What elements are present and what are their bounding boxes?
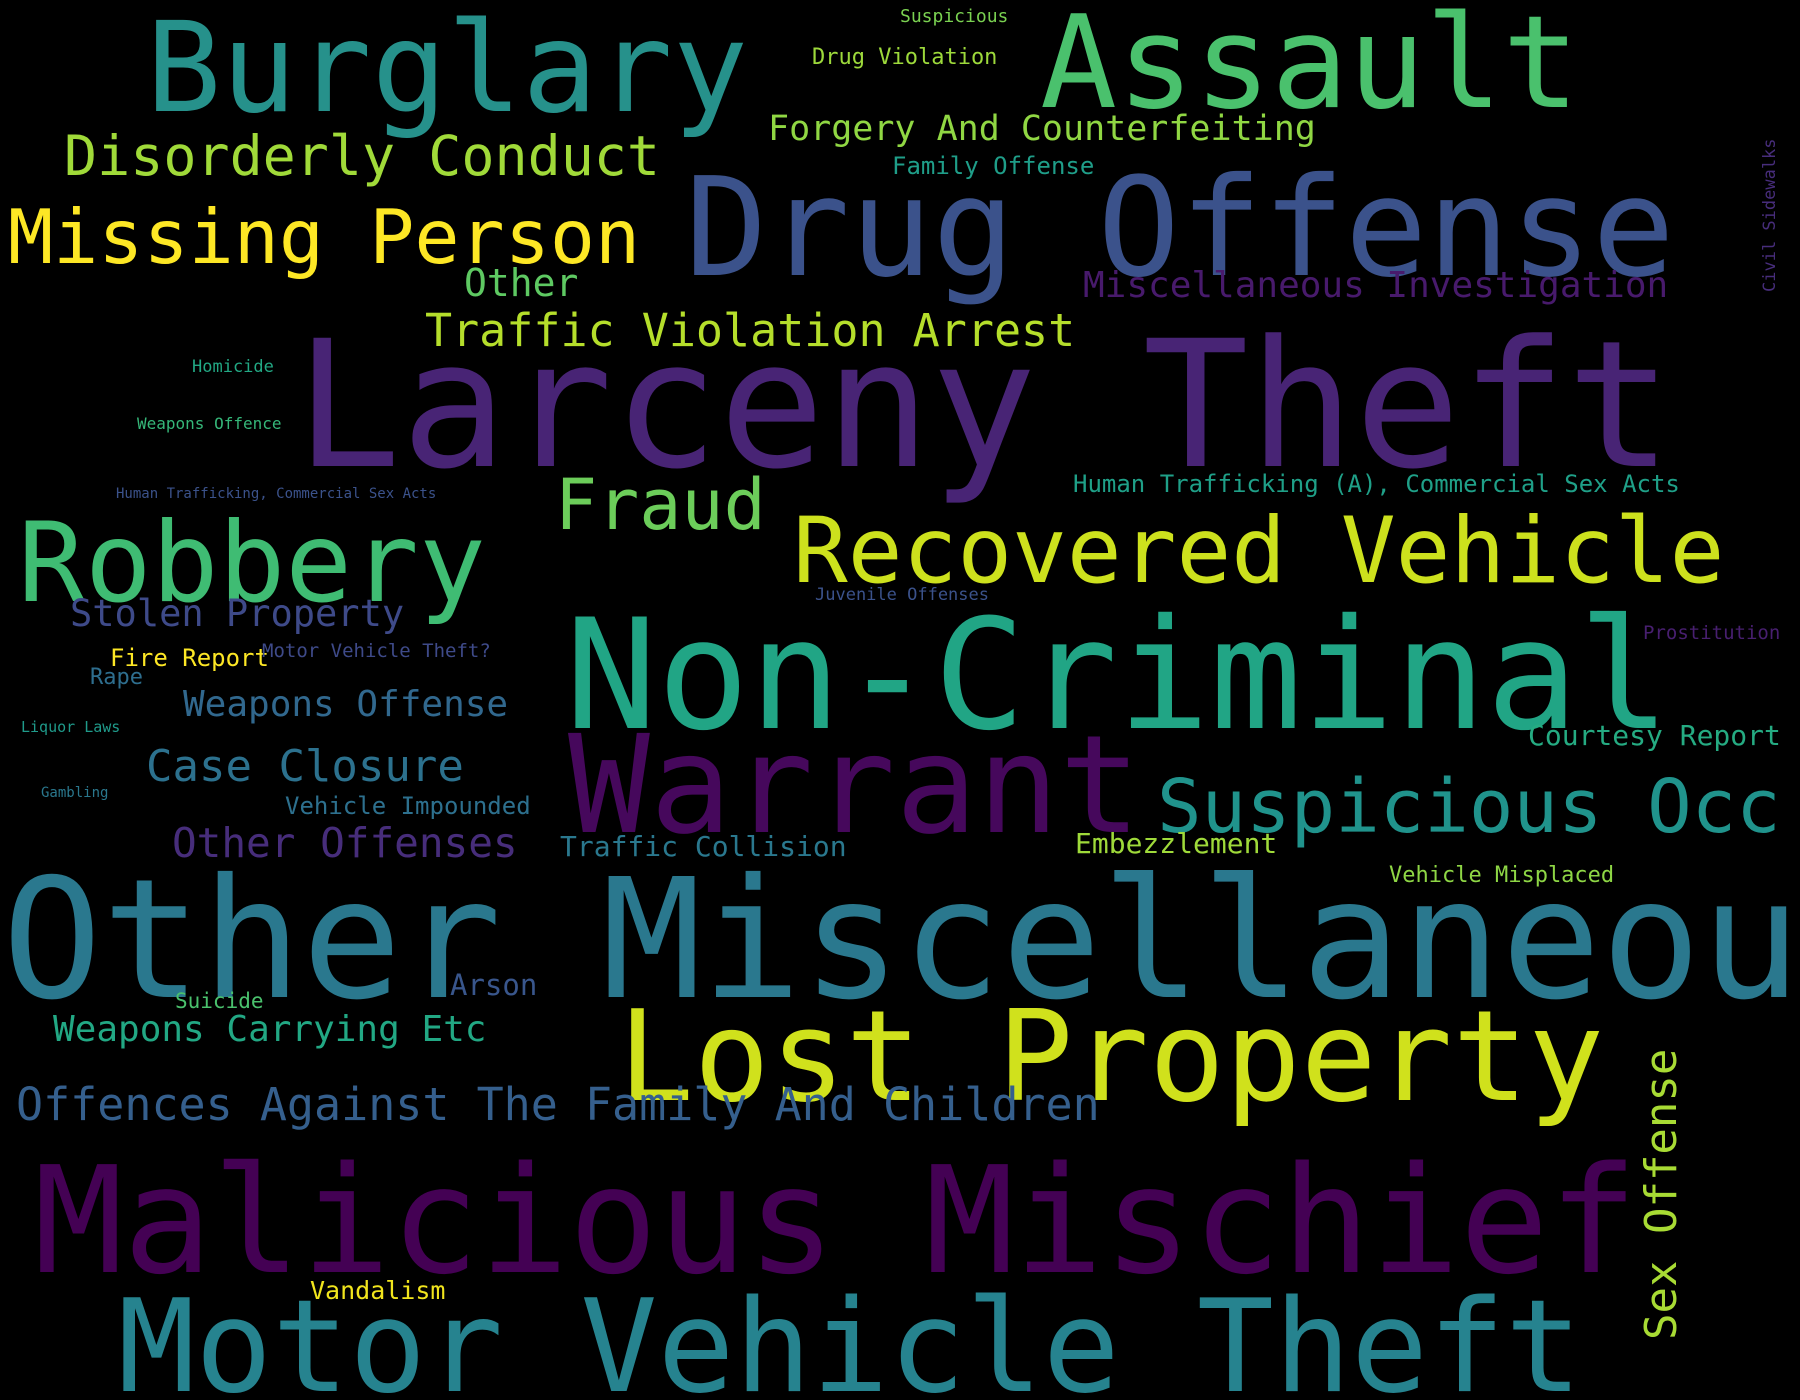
word-arson: Arson	[450, 968, 538, 1002]
word-burglary: Burglary	[146, 0, 749, 141]
word-fire-report: Fire Report	[110, 644, 269, 672]
word-miscellaneous-investigation: Miscellaneous Investigation	[1083, 265, 1669, 306]
word-rape: Rape	[90, 665, 143, 690]
word-liquor-laws: Liquor Laws	[21, 718, 121, 736]
word-courtesy-report: Courtesy Report	[1528, 719, 1781, 752]
word-sex-offense: Sex Offense	[1636, 1048, 1687, 1340]
word-malicious-mischief: Malicious Mischief	[34, 1135, 1638, 1307]
word-offences-against-family: Offences Against The Family And Children	[16, 1078, 1100, 1131]
word-drug-offense: Drug Offense	[685, 149, 1675, 308]
word-human-trafficking-a: Human Trafficking (A), Commercial Sex Ac…	[1073, 470, 1680, 498]
word-case-closure: Case Closure	[146, 741, 464, 792]
word-other: Other	[464, 261, 579, 305]
word-vehicle-impounded: Vehicle Impounded	[285, 792, 531, 820]
word-traffic-collision: Traffic Collision	[560, 830, 847, 863]
word-lost-property: Lost Property	[618, 983, 1605, 1130]
word-suicide: Suicide	[175, 989, 264, 1013]
word-stolen-property: Stolen Property	[70, 592, 405, 635]
word-forgery-counterfeiting: Forgery And Counterfeiting	[768, 109, 1316, 149]
word-vehicle-misplaced: Vehicle Misplaced	[1389, 863, 1615, 888]
word-recovered-vehicle: Recovered Vehicle	[793, 499, 1725, 604]
word-weapons-offense: Weapons Offense	[183, 684, 509, 725]
word-other-miscellaneous: Other Miscellaneous	[2, 844, 1800, 1037]
word-suspicious: Suspicious	[900, 6, 1009, 27]
word-missing-person: Missing Person	[8, 193, 641, 281]
word-non-criminal: Non-Criminal	[565, 587, 1671, 765]
word-warrant: Warrant	[568, 707, 1142, 865]
word-weapons-offence: Weapons Offence	[137, 414, 282, 433]
word-robbery: Robbery	[18, 499, 486, 628]
word-assault: Assault	[1040, 0, 1580, 138]
word-traffic-violation-arrest: Traffic Violation Arrest	[425, 304, 1076, 357]
word-larceny-theft: Larceny Theft	[295, 303, 1673, 508]
word-family-offense: Family Offense	[892, 152, 1095, 180]
word-civil-sidewalks: Civil Sidewalks	[1760, 138, 1780, 292]
word-homicide: Homicide	[192, 357, 274, 377]
word-vandalism: Vandalism	[310, 1276, 446, 1305]
word-motor-vehicle-theft: Motor Vehicle Theft	[118, 1273, 1583, 1400]
word-motor-vehicle-theft-question: Motor Vehicle Theft?	[262, 640, 491, 662]
word-other-offenses: Other Offenses	[172, 819, 518, 867]
word-embezzlement: Embezzlement	[1075, 827, 1278, 860]
word-fraud: Fraud	[555, 464, 766, 546]
word-juvenile-offenses: Juvenile Offenses	[815, 585, 989, 605]
word-human-trafficking: Human Trafficking, Commercial Sex Acts	[116, 486, 437, 502]
word-weapons-carrying: Weapons Carrying Etc	[53, 1009, 487, 1050]
word-drug-violation: Drug Violation	[812, 45, 998, 70]
word-suspicious-occ: Suspicious Occ	[1157, 764, 1781, 850]
word-prostitution: Prostitution	[1643, 622, 1781, 644]
word-gambling: Gambling	[41, 785, 109, 801]
word-disorderly-conduct: Disorderly Conduct	[64, 124, 661, 188]
